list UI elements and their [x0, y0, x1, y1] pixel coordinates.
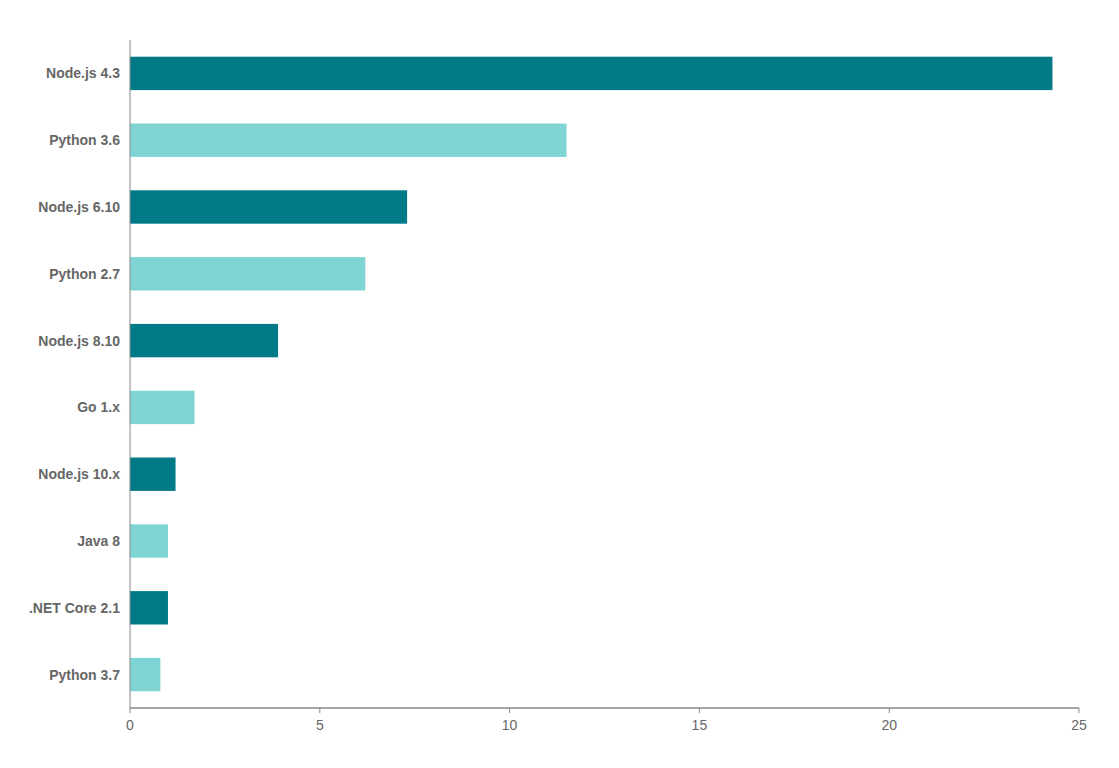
bar [130, 57, 1052, 90]
bar [130, 524, 168, 557]
page: {"chart_data": {"type": "bar", "orientat… [0, 0, 1119, 768]
bar [130, 257, 365, 290]
y-axis-line [130, 40, 131, 708]
bar [130, 124, 567, 157]
bar [130, 391, 195, 424]
chart-svg: 0 5 10 15 20 25 Python 3.7 .NET Core 2.1 Java 8 N… [0, 0, 1119, 768]
x-tick-label: 25 [1071, 717, 1087, 733]
bar [130, 458, 176, 491]
category-label: Node.js 8.10 [38, 333, 120, 349]
category-label: Go 1.x [77, 399, 120, 415]
x-tick-label: 10 [502, 717, 518, 733]
chart-container: 0 5 10 15 20 25 Python 3.7 .NET Core 2.1 Java 8 N… [0, 0, 1119, 768]
bars [130, 57, 1052, 692]
x-tick [889, 708, 890, 713]
bar [130, 190, 407, 223]
x-tick [1079, 708, 1080, 713]
bar [130, 324, 278, 357]
bar [130, 591, 168, 624]
category-label: Python 3.7 [49, 667, 120, 683]
category-label: Node.js 10.x [38, 466, 120, 482]
category-label: Python 2.7 [49, 266, 120, 282]
category-label: Node.js 6.10 [38, 199, 120, 215]
x-tick-label: 5 [316, 717, 324, 733]
x-tick [130, 708, 131, 713]
category-label: Python 3.6 [49, 132, 120, 148]
x-tick-label: 20 [881, 717, 897, 733]
category-label: Java 8 [77, 533, 120, 549]
axes: 0 5 10 15 20 25 Python 3.7 .NET Core 2.1 Java 8 N… [29, 40, 1087, 733]
category-label: Node.js 4.3 [46, 65, 120, 81]
category-label: .NET Core 2.1 [29, 600, 120, 616]
x-tick-label: 0 [126, 717, 134, 733]
x-tick [699, 708, 700, 713]
x-tick-label: 15 [692, 717, 708, 733]
bar [130, 658, 160, 691]
x-tick [319, 708, 320, 713]
x-tick [509, 708, 510, 713]
x-axis-line [130, 707, 1079, 709]
